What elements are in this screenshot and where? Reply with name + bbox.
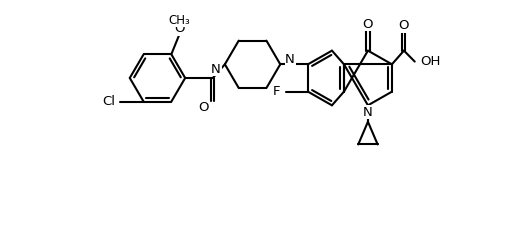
Text: O: O	[399, 19, 409, 32]
Text: N: N	[211, 63, 221, 76]
Text: O: O	[363, 18, 373, 31]
Text: O: O	[175, 22, 185, 35]
Text: F: F	[272, 85, 280, 98]
Text: N: N	[285, 53, 295, 66]
Text: O: O	[198, 101, 209, 114]
Text: CH₃: CH₃	[169, 14, 191, 27]
Text: OH: OH	[421, 55, 441, 68]
Text: N: N	[363, 106, 373, 119]
Text: Cl: Cl	[102, 95, 115, 108]
